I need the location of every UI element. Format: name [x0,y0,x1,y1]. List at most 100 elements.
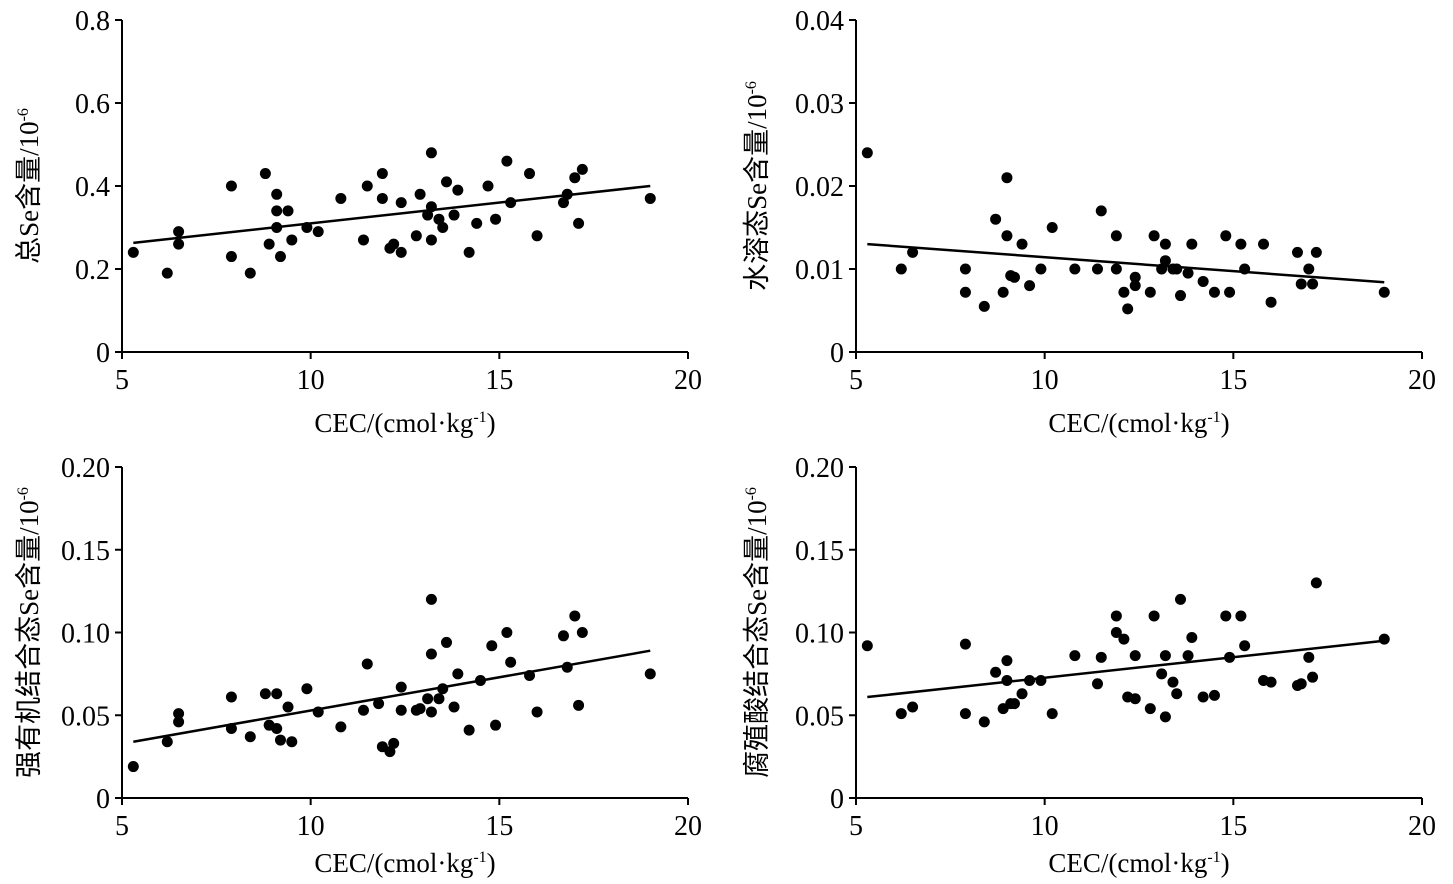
data-point [433,213,445,225]
data-point [263,238,275,250]
data-point [1110,263,1122,275]
y-axis-label: 总Se含量/10-6 [14,108,44,264]
data-point [1095,651,1107,663]
data-point [395,246,407,258]
data-point [1118,633,1130,645]
data-point [225,180,237,192]
data-point [990,666,1002,678]
x-tick-label: 5 [115,811,129,842]
data-point [1186,631,1198,643]
data-point [959,263,971,275]
data-point [1156,263,1168,275]
y-tick-label: 0 [96,784,110,815]
data-point [361,658,373,670]
data-point [978,716,990,728]
data-point [1307,278,1319,290]
data-point [388,238,400,250]
data-point [990,213,1002,225]
data-point [895,263,907,275]
data-point [271,205,283,217]
data-point [1144,703,1156,715]
y-tick-label: 0.01 [795,255,844,286]
data-point [861,640,873,652]
y-tick-label: 0.05 [795,701,844,732]
data-point [388,737,400,749]
data-point [1197,691,1209,703]
data-point [414,188,426,200]
y-tick-label: 0.4 [75,172,110,203]
x-tick-label: 15 [485,365,513,396]
data-point [1159,650,1171,662]
x-tick-label: 20 [1408,811,1436,842]
data-point [1046,708,1058,720]
data-point [505,656,517,668]
x-tick-label: 15 [485,811,513,842]
y-tick-label: 0 [830,338,844,369]
x-axis-label: CEC/(cmol·kg-1) [1048,848,1229,878]
data-point [1295,278,1307,290]
y-tick-label: 0.20 [795,453,844,484]
data-point [1310,577,1322,589]
data-point [395,197,407,209]
panel-strong-organic-bound-se: 0 0.05 0.10 0.15 0.20 5 10 15 20 CEC/(cmol·kg-1) 强… [14,453,702,878]
data-point [225,251,237,263]
y-tick-label: 0.15 [61,536,110,567]
data-point [474,674,486,686]
data-point [561,661,573,673]
data-point [959,638,971,650]
data-point [1148,230,1160,242]
data-point [173,226,185,238]
data-point [1235,238,1247,250]
data-point [1303,263,1315,275]
y-tick-label: 0.8 [75,6,110,37]
x-tick-label: 5 [849,811,863,842]
data-point [1118,286,1130,298]
data-point [1091,263,1103,275]
x-tick-label: 15 [1219,365,1247,396]
data-point [452,184,464,196]
data-point [1069,650,1081,662]
data-point [410,230,422,242]
data-point [161,736,173,748]
data-point [463,724,475,736]
data-point [376,192,388,204]
data-point [531,230,543,242]
data-point [997,286,1009,298]
y-axis-label: 强有机结合态Se含量/10-6 [14,487,44,778]
data-point [1001,230,1013,242]
x-tick-label: 10 [1031,365,1059,396]
trend-line [867,242,1385,284]
data-point [482,180,494,192]
y-tick-label: 0.10 [61,619,110,650]
x-tick-label: 5 [115,365,129,396]
data-point [376,168,388,180]
data-point [225,722,237,734]
data-point [127,761,139,773]
data-point [1159,255,1171,267]
data-point [463,246,475,258]
data-point [225,691,237,703]
data-point [437,683,449,695]
data-point [1159,238,1171,250]
data-point [1239,263,1251,275]
x-axis-label: CEC/(cmol·kg-1) [314,848,495,878]
data-point [1035,263,1047,275]
data-point [1182,650,1194,662]
data-point [271,188,283,200]
data-point [452,668,464,680]
data-point [1129,271,1141,283]
data-point [1024,280,1036,292]
data-point [1095,205,1107,217]
data-point [1091,678,1103,690]
data-point [425,593,437,605]
data-point [335,721,347,733]
panel-water-soluble-se: 0 0.01 0.02 0.03 0.04 5 10 15 20 CEC/(cmol·kg-1) 水… [742,6,1436,438]
y-tick-label: 0.05 [61,701,110,732]
data-point [557,630,569,642]
data-point [1148,610,1160,622]
data-point [1220,230,1232,242]
data-point [1239,640,1251,652]
data-point [448,209,460,221]
data-point [1008,271,1020,283]
y-axis-label: 腐殖酸结合态Se含量/10-6 [742,487,772,778]
